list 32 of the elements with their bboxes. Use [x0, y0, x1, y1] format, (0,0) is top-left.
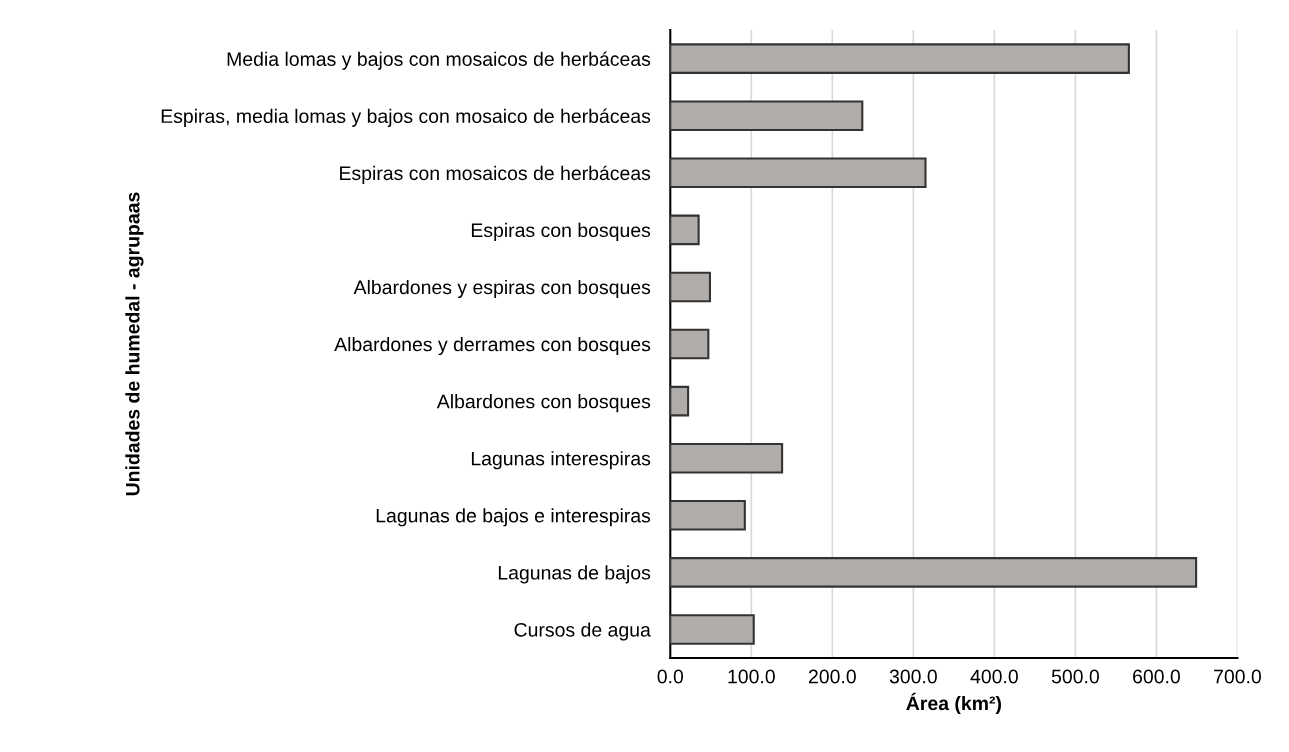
- x-tick-label: 700.0: [1214, 669, 1262, 684]
- bar: [670, 328, 710, 360]
- bar: [670, 214, 700, 246]
- x-tick-label: 500.0: [1051, 669, 1099, 684]
- y-tick-label: Albardones con bosques: [436, 394, 651, 413]
- bar: [670, 100, 864, 132]
- x-axis-title: Área (km²): [906, 692, 1001, 715]
- y-tick-label: Lagunas de bajos: [498, 565, 651, 584]
- bar: [670, 442, 784, 474]
- bar: [670, 271, 712, 303]
- x-tick-label: 100.0: [728, 669, 775, 684]
- x-tick-label: 300.0: [889, 669, 937, 684]
- bar: [670, 557, 1198, 588]
- x-tick-label: 200.0: [808, 669, 856, 684]
- bar: [670, 385, 690, 417]
- y-tick-label: Espiras, media lomas y bajos con mosaico de herbáceas: [161, 108, 651, 127]
- y-axis-title: Unidades de humedal - agrupaas: [125, 192, 144, 496]
- y-tick-label: Lagunas interespiras: [471, 451, 651, 470]
- y-tick-label: Espiras con bosques: [471, 222, 651, 241]
- x-tick-label: 400.0: [970, 669, 1018, 684]
- x-tick-label: 600.0: [1133, 669, 1180, 684]
- y-tick-label: Albardones y derrames con bosques: [334, 336, 651, 356]
- y-tick-label: Albardones y espiras con bosques: [353, 279, 651, 299]
- bar: [670, 499, 746, 531]
- y-tick-label: Cursos de agua: [514, 622, 651, 641]
- bar: [670, 43, 1130, 74]
- y-tick-label: Media lomas y bajos con mosaicos de herbáceas: [227, 51, 651, 70]
- x-tick-label: 0.0: [657, 669, 684, 684]
- bar: [670, 614, 755, 645]
- bar: [670, 157, 927, 189]
- y-tick-label: Lagunas de bajos e interespiras: [376, 508, 651, 527]
- y-tick-label: Espiras con mosaicos de herbáceas: [340, 165, 651, 184]
